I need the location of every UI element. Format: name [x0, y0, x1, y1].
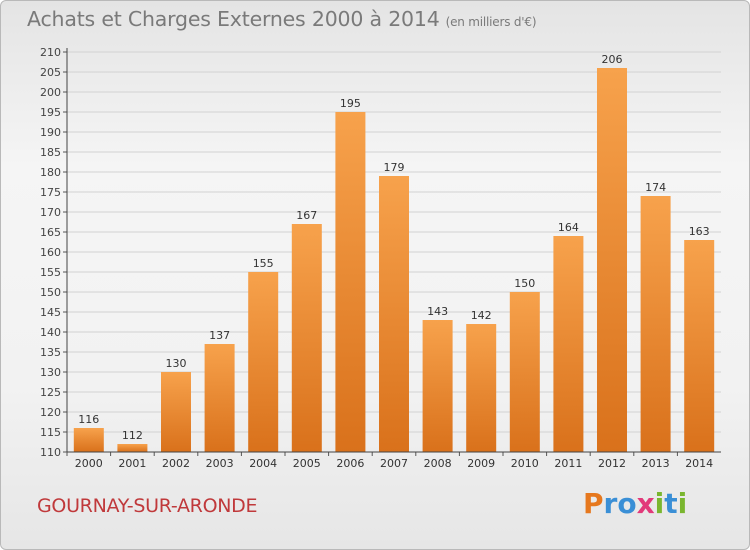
bar [640, 196, 671, 452]
x-tick-label: 2007 [380, 457, 408, 470]
y-tick-label: 190 [40, 126, 61, 139]
value-label: 112 [122, 429, 143, 442]
y-tick-label: 175 [40, 186, 61, 199]
value-label: 150 [514, 277, 535, 290]
x-tick-label: 2001 [118, 457, 146, 470]
value-label: 164 [558, 221, 579, 234]
brand-letter: i [677, 487, 688, 520]
x-tick-label: 2004 [249, 457, 277, 470]
y-tick-label: 155 [40, 266, 61, 279]
x-tick-label: 2013 [642, 457, 670, 470]
value-label: 179 [384, 161, 405, 174]
brand-letter: x [636, 487, 655, 520]
value-label: 163 [689, 225, 710, 238]
bar [291, 224, 322, 452]
y-tick-label: 180 [40, 166, 61, 179]
y-tick-label: 170 [40, 206, 61, 219]
y-tick-label: 140 [40, 326, 61, 339]
x-tick-label: 2011 [554, 457, 582, 470]
value-label: 167 [296, 209, 317, 222]
y-tick-label: 125 [40, 386, 61, 399]
y-tick-label: 120 [40, 406, 61, 419]
x-tick-label: 2002 [162, 457, 190, 470]
brand-letter: i [654, 487, 665, 520]
x-tick-label: 2006 [336, 457, 364, 470]
value-label: 130 [166, 357, 187, 370]
brand-letter: P [583, 487, 604, 520]
brand-letter: o [617, 487, 637, 520]
x-tick-label: 2003 [206, 457, 234, 470]
value-label: 206 [602, 53, 623, 66]
x-tick-label: 2014 [685, 457, 713, 470]
bar [553, 236, 584, 452]
axes [66, 48, 721, 453]
value-label: 143 [427, 305, 448, 318]
y-tick-label: 200 [40, 86, 61, 99]
proxiti-logo: Proxiti [583, 487, 687, 520]
value-label: 116 [78, 413, 99, 426]
x-tick-label: 2000 [75, 457, 103, 470]
y-axis-ticks: 110 115 120 125 130 135 140 145 150 155 160 165 170 1… [40, 46, 67, 459]
x-tick-label: 2010 [511, 457, 539, 470]
x-tick-label: 2012 [598, 457, 626, 470]
value-label: 195 [340, 97, 361, 110]
y-tick-label: 210 [40, 46, 61, 59]
y-tick-label: 110 [40, 446, 61, 459]
brand-letter: r [603, 487, 618, 520]
bar [379, 176, 409, 452]
bar [466, 324, 497, 452]
value-label: 155 [253, 257, 274, 270]
x-axis-ticks: 2000 2001 2002 2003 2004 2005 2006 2007 2008 2009… [66, 452, 713, 470]
bar [73, 428, 104, 452]
place-name: GOURNAY-SUR-ARONDE [37, 495, 258, 517]
bar [422, 320, 453, 452]
bar [335, 112, 366, 452]
y-tick-label: 160 [40, 246, 61, 259]
x-tick-label: 2008 [424, 457, 452, 470]
bar [161, 372, 191, 452]
bar [684, 240, 715, 452]
x-tick-label: 2009 [467, 457, 495, 470]
bars [73, 68, 715, 452]
value-labels: 116 112 130 137 155 167 195 179 143 142 150 164 206 1… [78, 53, 709, 442]
value-label: 174 [645, 181, 666, 194]
y-tick-label: 115 [40, 426, 61, 439]
title-text: Achats et Charges Externes 2000 à 2014 [27, 7, 440, 31]
bar [204, 344, 235, 452]
bar [509, 292, 540, 452]
bar [248, 272, 279, 452]
y-tick-label: 135 [40, 346, 61, 359]
value-label: 137 [209, 329, 230, 342]
brand-letter: t [664, 487, 678, 520]
y-tick-label: 195 [40, 106, 61, 119]
value-label: 142 [471, 309, 492, 322]
bar [117, 444, 148, 452]
bar [597, 68, 627, 452]
y-tick-label: 145 [40, 306, 61, 319]
chart-title: Achats et Charges Externes 2000 à 2014 (e… [27, 7, 537, 31]
y-tick-label: 165 [40, 226, 61, 239]
title-unit: (en milliers d'€) [445, 15, 537, 29]
y-tick-label: 130 [40, 366, 61, 379]
y-tick-label: 205 [40, 66, 61, 79]
x-tick-label: 2005 [293, 457, 321, 470]
y-tick-label: 150 [40, 286, 61, 299]
y-tick-label: 185 [40, 146, 61, 159]
